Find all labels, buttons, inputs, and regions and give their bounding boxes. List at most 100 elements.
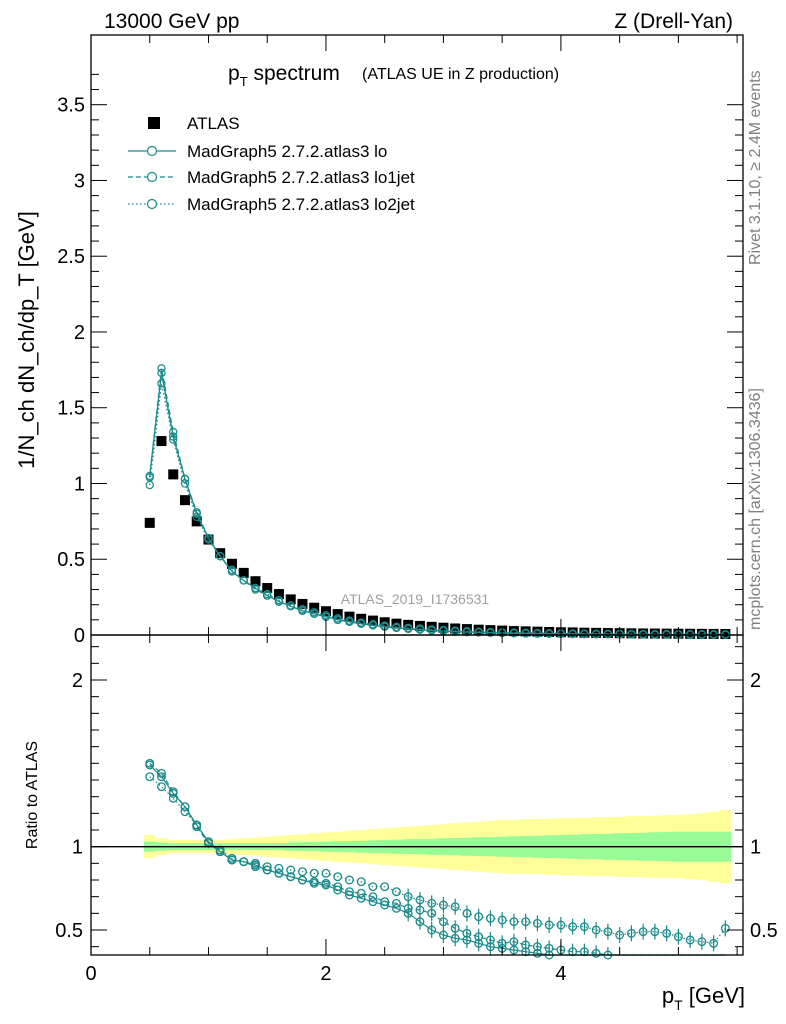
ratio-point-1	[521, 940, 531, 950]
mc-point-3	[157, 379, 166, 388]
legend-label: MadGraph5 2.7.2.atlas3 lo	[187, 142, 387, 161]
mc-point-3	[591, 629, 601, 638]
ratio-point-2	[720, 923, 730, 933]
atlas-data-point	[567, 627, 578, 638]
ratio-point-2	[673, 932, 683, 942]
mc-point-3	[627, 629, 636, 639]
main-ytick-label: 0	[74, 625, 85, 647]
ratio-point-0	[356, 893, 366, 903]
ratio-point-2	[509, 917, 519, 927]
mc-point-3	[169, 435, 178, 444]
mc-point-3	[321, 611, 331, 620]
ratio-point-2	[615, 930, 625, 940]
mc-point-3	[356, 618, 366, 627]
main-ytick-label: 2	[74, 322, 85, 344]
ratio-point-0	[438, 930, 448, 940]
ratio-point-1	[321, 878, 331, 888]
ratio-point-2	[345, 875, 354, 885]
title-p: p	[228, 62, 240, 85]
atlas-data-point	[297, 598, 308, 609]
main-ylabel: 1/N_ch dN_ch/dp_T [GeV]	[14, 211, 39, 469]
mc-point-3	[415, 624, 425, 633]
xtick-label: 4	[555, 963, 566, 985]
atlas-data-point	[203, 534, 214, 545]
ratio-point-2	[591, 925, 601, 935]
ratio-point-2	[145, 772, 155, 782]
mc-point-2	[192, 508, 201, 517]
ratio-point-1	[462, 928, 472, 938]
mc-point-3	[310, 608, 319, 617]
mc-point-3	[697, 630, 707, 639]
main-ytick-label: 2.5	[57, 246, 85, 268]
ratio-point-2	[391, 887, 401, 897]
mc-point-3	[509, 628, 519, 637]
xlabel: pT [GeV]	[662, 983, 745, 1013]
main-ytick-label: 3	[74, 170, 85, 192]
ratio-point-2	[204, 837, 213, 847]
ratio-ytick-label-right: 1	[750, 837, 761, 859]
ratio-point-2	[415, 895, 425, 905]
ratio-point-1	[532, 942, 542, 952]
ratio-point-1	[180, 802, 190, 812]
mc-point-3	[603, 629, 613, 638]
energy-label: 13000 GeV pp	[104, 10, 239, 33]
ratio-frame	[90, 634, 744, 956]
ratio-panel: 0.5 0.5 1 1 2 2 0 2 4	[55, 634, 778, 985]
xtick-label: 0	[85, 963, 96, 985]
xtick-label: 2	[320, 963, 331, 985]
atlas-data-point	[191, 516, 202, 527]
mc-point-3	[650, 629, 660, 639]
rivet-version-label: Rivet 3.1.10, ≥ 2.4M events	[747, 70, 764, 265]
mc-point-3	[345, 616, 354, 625]
ratio-point-2	[568, 922, 578, 932]
ratio-point-0	[391, 903, 401, 913]
ratio-point-1	[309, 877, 319, 887]
process-label: Z (Drell-Yan)	[614, 10, 733, 33]
atlas-data-point	[473, 624, 484, 635]
ratio-point-2	[532, 918, 542, 928]
ratio-point-1	[509, 937, 519, 947]
ratio-point-2	[485, 913, 495, 923]
main-ytick-label: 1.5	[57, 398, 85, 420]
analysis-watermark: ATLAS_2019_I1736531	[341, 591, 490, 607]
atlas-data-point	[179, 495, 190, 506]
atlas-data-point	[520, 626, 531, 637]
mc-point-3	[580, 629, 589, 638]
ratio-point-2	[333, 872, 343, 882]
chart-subtitle: (ATLAS UE in Z production)	[362, 66, 559, 83]
ratio-ytick-label-right: 2	[750, 670, 761, 692]
atlas-data-point	[168, 469, 179, 480]
atlas-data-point	[602, 628, 613, 639]
ratio-point-0	[368, 897, 378, 907]
ratio-point-0	[333, 885, 343, 895]
ratio-ylabel: Ratio to ATLAS	[24, 741, 41, 849]
main-panel: 0 0.5 1 1.5 2 2.5 3 3.5	[57, 34, 744, 647]
title-sub: T	[240, 74, 248, 89]
mc-point-3	[298, 605, 307, 614]
atlas-data-point	[250, 576, 261, 587]
ratio-point-2	[697, 937, 707, 947]
ratio-point-2	[662, 928, 672, 938]
ratio-point-2	[462, 908, 472, 918]
legend-label: MadGraph5 2.7.2.atlas3 lo1jet	[187, 168, 415, 187]
ratio-point-1	[298, 875, 307, 885]
mc-point-3	[216, 552, 225, 561]
ratio-point-2	[427, 898, 437, 908]
main-ytick-label: 1	[74, 473, 85, 495]
ratio-point-1	[286, 872, 296, 882]
ratio-ytick-label: 2	[72, 670, 83, 692]
mc-point-3	[709, 630, 718, 639]
title-rest: spectrum	[248, 62, 340, 85]
legend: ATLAS MadGraph5 2.7.2.atlas3 lo MadGraph5 …	[128, 114, 415, 214]
ratio-ytick-label: 1	[72, 837, 83, 859]
atlas-data-point	[544, 626, 555, 637]
mc-point-3	[533, 628, 542, 638]
atlas-data-point	[262, 583, 273, 594]
ratio-point-2	[309, 868, 319, 878]
ratio-point-2	[638, 927, 648, 937]
main-ylabel-text: 1/N_ch dN_ch/dp_T [GeV]	[14, 211, 39, 469]
mc-point-3	[274, 595, 284, 605]
mc-point-3	[333, 614, 342, 623]
atlas-data-point	[661, 628, 672, 639]
ratio-point-1	[356, 888, 366, 898]
